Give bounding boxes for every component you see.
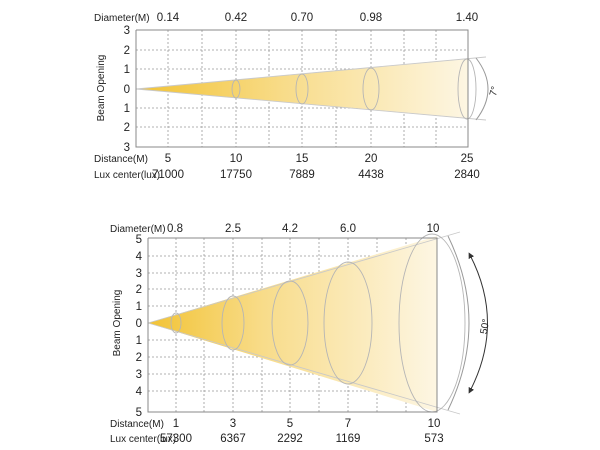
y-tick: 5 xyxy=(136,234,142,246)
distance-value: 7 xyxy=(345,418,351,430)
y-tick: 0 xyxy=(124,84,130,96)
lux-value: 57300 xyxy=(160,433,192,445)
lux-value: 17750 xyxy=(220,169,252,181)
distance-value: 15 xyxy=(296,153,309,165)
diameter-label: Diameter(M) xyxy=(94,13,150,24)
lux-label: Lux center(lux) xyxy=(110,434,176,445)
diameter-value: 2.5 xyxy=(225,223,241,235)
y-tick: 1 xyxy=(124,64,130,76)
distance-label: Distance(M) xyxy=(94,154,148,165)
beam-cone xyxy=(136,59,468,118)
distance-value: 10 xyxy=(230,153,243,165)
y-tick: 0 xyxy=(136,318,142,330)
beam-cone xyxy=(148,236,437,412)
y-tick: 2 xyxy=(136,284,142,296)
diameter-value: 0.8 xyxy=(167,223,183,235)
lux-value: 573 xyxy=(424,433,443,445)
y-tick: 4 xyxy=(136,386,143,398)
y-tick: 3 xyxy=(124,25,130,37)
diameter-value: 0.98 xyxy=(360,12,382,24)
y-tick: 3 xyxy=(136,369,142,381)
y-axis-label: Beam Opening xyxy=(112,290,123,357)
distance-value: 5 xyxy=(287,418,293,430)
y-axis-label: Beam Opening xyxy=(96,55,107,122)
y-tick: 1 xyxy=(124,103,130,115)
y-tick: 5 xyxy=(136,407,142,419)
y-tick: 1 xyxy=(136,301,142,313)
y-tick: 3 xyxy=(136,268,142,280)
diameter-value: 10 xyxy=(427,223,440,235)
lux-value: 6367 xyxy=(220,433,246,445)
lux-value: 2292 xyxy=(277,433,303,445)
diameter-label: Diameter(M) xyxy=(110,224,166,235)
distance-value: 5 xyxy=(165,153,171,165)
distance-label: Distance(M) xyxy=(110,419,164,430)
y-tick: 3 xyxy=(124,142,130,154)
distance-value: 1 xyxy=(173,418,179,430)
distance-value: 20 xyxy=(365,153,378,165)
lux-label: Lux center(lux) xyxy=(94,170,160,181)
lux-value: 2840 xyxy=(454,169,480,181)
y-tick: 1 xyxy=(136,335,142,347)
diameter-value: 0.70 xyxy=(291,12,313,24)
beam-angle-label: 7° xyxy=(488,85,501,97)
y-tick: 2 xyxy=(136,352,142,364)
beam-angle-label: 50° xyxy=(479,318,492,335)
lux-value: 4438 xyxy=(358,169,384,181)
distance-value: 10 xyxy=(428,418,441,430)
distance-value: 25 xyxy=(461,153,474,165)
y-tick: 2 xyxy=(124,122,130,134)
diameter-value: 4.2 xyxy=(282,223,298,235)
diameter-value: 0.42 xyxy=(225,12,247,24)
lux-value: 7889 xyxy=(289,169,315,181)
diameter-value: 6.0 xyxy=(340,223,356,235)
lux-value: 71000 xyxy=(152,169,184,181)
y-tick: 2 xyxy=(124,45,130,57)
angle-arrow xyxy=(468,252,488,394)
diameter-value: 0.14 xyxy=(157,12,180,24)
y-tick: 4 xyxy=(136,251,143,263)
distance-value: 3 xyxy=(230,418,236,430)
beam-7-diagram: Diameter(M) 0.14 0.42 0.70 0.98 1.40 xyxy=(94,12,501,181)
lux-value: 1169 xyxy=(336,433,361,445)
beam-50-diagram: Diameter(M) 0.8 2.5 4.2 6.0 10 xyxy=(110,223,492,445)
diameter-value: 1.40 xyxy=(456,12,478,24)
